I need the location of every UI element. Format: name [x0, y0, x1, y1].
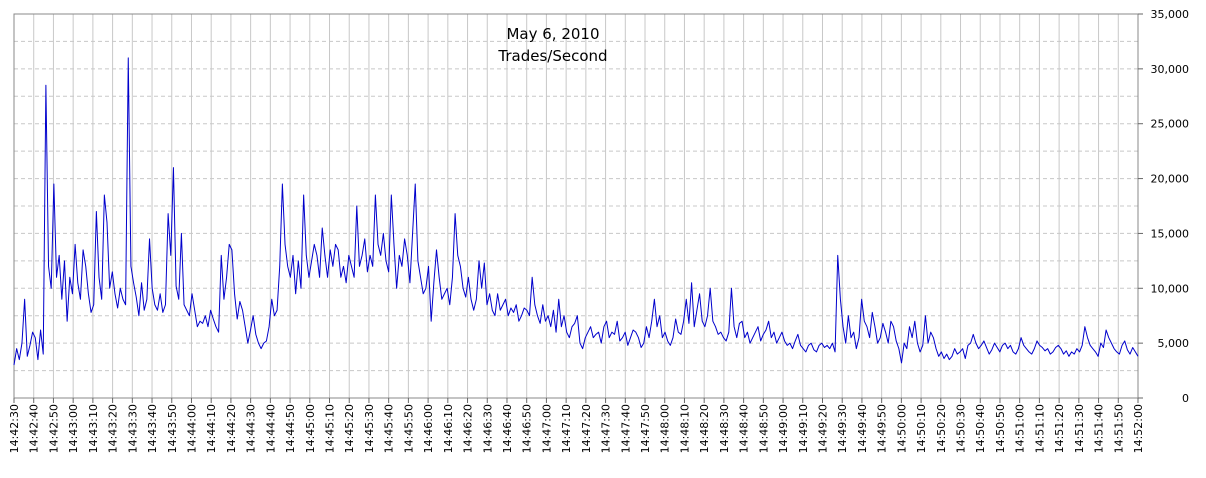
x-tick-label: 14:46:00	[422, 404, 435, 453]
x-tick-label: 14:44:50	[284, 404, 297, 453]
x-tick-label: 14:44:40	[264, 404, 277, 453]
x-tick-label: 14:48:00	[659, 404, 672, 453]
x-tick-label: 14:48:50	[757, 404, 770, 453]
x-tick-label: 14:51:20	[1053, 404, 1066, 453]
grid-lines	[14, 14, 1138, 398]
x-tick-label: 14:48:10	[678, 404, 691, 453]
x-tick-label: 14:47:10	[560, 404, 573, 453]
x-tick-label: 14:49:40	[856, 404, 869, 453]
y-tick-label: 30,000	[1151, 63, 1190, 76]
x-tick-label: 14:49:50	[876, 404, 889, 453]
x-tick-label: 14:43:00	[67, 404, 80, 453]
y-axis: 0 5,000 10,000 15,000 20,000 25,000 30,000 35,0…	[1138, 8, 1189, 405]
x-tick-label: 14:51:50	[1112, 404, 1125, 453]
chart-title: May 6, 2010	[506, 25, 599, 43]
x-tick-label: 14:45:30	[363, 404, 376, 453]
x-tick-label: 14:43:10	[87, 404, 100, 453]
x-tick-label: 14:43:40	[146, 404, 159, 453]
x-tick-label: 14:46:10	[442, 404, 455, 453]
x-tick-label: 14:43:30	[126, 404, 139, 453]
x-tick-label: 14:42:50	[47, 404, 60, 453]
x-tick-label: 14:43:50	[166, 404, 179, 453]
x-tick-label: 14:44:00	[185, 404, 198, 453]
plot-frame	[13, 13, 1139, 399]
x-tick-label: 14:47:00	[540, 404, 553, 453]
x-tick-label: 14:47:30	[600, 404, 613, 453]
series-group	[13, 57, 1139, 366]
x-tick-label: 14:50:20	[935, 404, 948, 453]
x-tick-label: 14:48:20	[698, 404, 711, 453]
chart-subtitle: Trades/Second	[497, 47, 607, 65]
x-tick-label: 14:49:00	[777, 404, 790, 453]
x-tick-label: 14:48:40	[738, 404, 751, 453]
x-tick-label: 14:44:20	[225, 404, 238, 453]
x-tick-label: 14:52:00	[1132, 404, 1145, 453]
x-tick-label: 14:45:10	[324, 404, 337, 453]
x-axis: 14:42:30 14:42:40 14:42:50 14:43:00 14:43:10…	[8, 398, 1145, 453]
x-tick-label: 14:45:20	[343, 404, 356, 453]
x-tick-label: 14:45:00	[304, 404, 317, 453]
x-tick-label: 14:50:30	[955, 404, 968, 453]
x-tick-label: 14:42:30	[8, 404, 21, 453]
x-tick-label: 14:46:40	[501, 404, 514, 453]
x-tick-label: 14:47:20	[580, 404, 593, 453]
x-tick-label: 14:50:40	[974, 404, 987, 453]
y-tick-label: 20,000	[1151, 173, 1190, 186]
y-tick-label: 0	[1182, 392, 1189, 405]
x-tick-label: 14:47:50	[639, 404, 652, 453]
x-tick-label: 14:47:40	[619, 404, 632, 453]
y-tick-label: 15,000	[1151, 227, 1190, 240]
x-tick-label: 14:49:20	[816, 404, 829, 453]
x-tick-label: 14:44:10	[205, 404, 218, 453]
x-tick-label: 14:51:40	[1093, 404, 1106, 453]
x-tick-label: 14:50:00	[895, 404, 908, 453]
x-tick-label: 14:50:10	[915, 404, 928, 453]
x-tick-label: 14:51:00	[1014, 404, 1027, 453]
x-tick-label: 14:45:40	[383, 404, 396, 453]
x-tick-label: 14:45:50	[402, 404, 415, 453]
x-tick-label: 14:51:10	[1033, 404, 1046, 453]
x-tick-label: 14:50:50	[994, 404, 1007, 453]
y-tick-label: 10,000	[1151, 282, 1190, 295]
x-tick-label: 14:49:10	[797, 404, 810, 453]
x-tick-label: 14:48:30	[718, 404, 731, 453]
y-tick-label: 35,000	[1151, 8, 1190, 21]
x-tick-label: 14:43:20	[107, 404, 120, 453]
x-tick-label: 14:44:30	[245, 404, 258, 453]
x-tick-label: 14:49:30	[836, 404, 849, 453]
y-tick-label: 25,000	[1151, 118, 1190, 131]
x-tick-label: 14:46:50	[521, 404, 534, 453]
x-tick-label: 14:51:30	[1073, 404, 1086, 453]
x-tick-label: 14:46:30	[481, 404, 494, 453]
y-tick-label: 5,000	[1158, 337, 1190, 350]
x-tick-label: 14:42:40	[28, 404, 41, 453]
x-tick-label: 14:46:20	[462, 404, 475, 453]
series-line	[13, 57, 1139, 366]
